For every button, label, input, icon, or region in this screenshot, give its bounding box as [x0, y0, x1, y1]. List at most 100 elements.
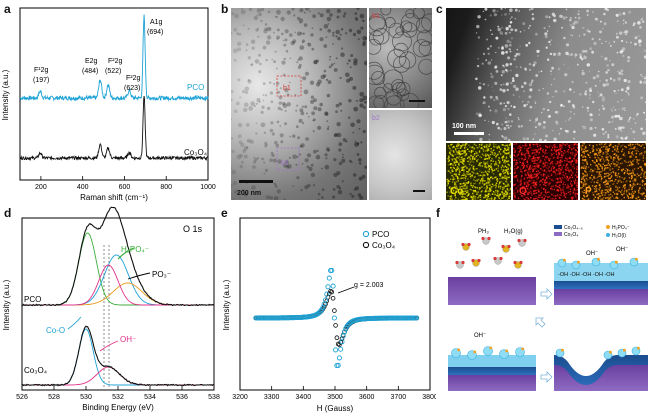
eds-pixel: [557, 181, 559, 183]
eds-pixel: [458, 152, 460, 154]
eds-pixel: [553, 144, 555, 146]
tem-particle: [246, 138, 251, 143]
haadf-particle: [489, 95, 493, 99]
haadf-particle: [570, 53, 573, 56]
tem-particle: [239, 196, 241, 199]
tem-particle: [305, 137, 309, 141]
eds-pixel: [595, 159, 598, 161]
haadf-particle: [591, 50, 594, 54]
tem-particle: [233, 58, 237, 62]
eds-pixel: [523, 187, 525, 189]
eds-pixel: [577, 160, 578, 162]
eds-pixel: [610, 176, 612, 178]
haadf-particle: [477, 15, 481, 19]
haadf-particle: [581, 71, 585, 76]
haadf-particle: [594, 85, 597, 87]
xps-xtick-label: 536: [176, 394, 188, 401]
eds-pixel: [571, 172, 574, 174]
eds-pixel: [628, 164, 631, 166]
eds-pixel: [466, 190, 468, 192]
eds-pixel: [496, 194, 498, 197]
eds-pixel: [479, 170, 481, 172]
eds-pixel: [552, 180, 555, 182]
eds-pixel: [547, 174, 549, 176]
eds-pixel: [626, 193, 628, 196]
eds-pixel: [540, 168, 542, 170]
eds-pixel: [520, 179, 522, 182]
tem-particle: [258, 101, 261, 103]
haadf-particle: [618, 12, 622, 16]
eds-pixel: [645, 183, 646, 185]
tem-particle: [348, 28, 353, 33]
eds-pixel: [535, 175, 537, 177]
eds-pixel: [466, 185, 468, 187]
tem-particle: [243, 191, 248, 197]
tem-particle: [359, 98, 364, 103]
eds-pixel: [508, 164, 511, 167]
haadf-particle: [578, 35, 581, 37]
tem-particle: [300, 32, 303, 35]
eds-pixel: [564, 144, 566, 146]
haadf-particle: [621, 73, 624, 76]
eds-pixel: [563, 181, 565, 183]
tem-particle: [296, 104, 299, 107]
tem-particle: [269, 128, 274, 133]
eds-pixel: [607, 180, 609, 182]
eds-pixel: [526, 166, 528, 168]
eds-pixel: [615, 178, 617, 181]
tem-particle: [364, 100, 367, 104]
eds-pixel: [525, 184, 528, 187]
eds-pixel: [459, 160, 462, 163]
haadf-particle: [528, 68, 532, 72]
eds-pixel: [642, 192, 644, 194]
eds-pixel: [500, 168, 503, 171]
eds-pixel: [537, 170, 539, 172]
haadf-particle: [493, 90, 495, 92]
eds-pixel: [535, 186, 537, 189]
raman-legend-co3o4: Co₃O₄: [184, 148, 207, 157]
schem-slab-step2-top: [554, 281, 648, 289]
haadf-particle: [639, 26, 642, 29]
tem-particle: [359, 195, 364, 200]
eds-pixel: [597, 168, 599, 170]
eds-pixel: [476, 193, 478, 195]
epr-xtick-label: 3300: [264, 394, 280, 401]
eds-pixel: [479, 155, 481, 158]
tem-particle: [311, 47, 315, 51]
haadf-particle: [549, 100, 552, 104]
eds-pixel: [483, 196, 485, 199]
eds-pixel: [534, 176, 536, 178]
eds-pixel: [593, 161, 595, 163]
eds-map-o-label: O: [519, 186, 527, 197]
eds-pixel: [605, 186, 607, 188]
eds-pixel: [467, 178, 469, 180]
tem-particle: [364, 165, 367, 169]
tem-particle: [250, 63, 253, 66]
haadf-particle: [542, 107, 545, 111]
eds-pixel: [558, 170, 560, 172]
eds-pixel: [596, 149, 598, 151]
eds-pixel: [604, 189, 606, 191]
haadf-particle: [573, 113, 575, 115]
tem-particle: [292, 185, 295, 187]
eds-pixel: [581, 166, 583, 169]
eds-pixel: [585, 165, 587, 168]
eds-pixel: [558, 148, 560, 150]
tem-particle: [356, 8, 360, 10]
eds-pixel: [448, 160, 450, 163]
haadf-particle: [491, 33, 493, 35]
eds-pixel: [493, 169, 496, 171]
eds-pixel: [596, 181, 598, 184]
tem-particle: [358, 176, 363, 181]
eds-pixel: [467, 160, 469, 163]
eds-pixel: [510, 192, 511, 194]
haadf-particle: [482, 10, 484, 13]
eds-pixel: [571, 148, 573, 150]
eds-pixel: [615, 196, 617, 199]
haadf-particle: [478, 82, 482, 85]
eds-pixel: [477, 178, 480, 181]
tem-particle: [261, 157, 264, 161]
eds-pixel: [594, 153, 596, 155]
tem-particle: [342, 14, 346, 18]
eds-pixel: [487, 193, 489, 196]
